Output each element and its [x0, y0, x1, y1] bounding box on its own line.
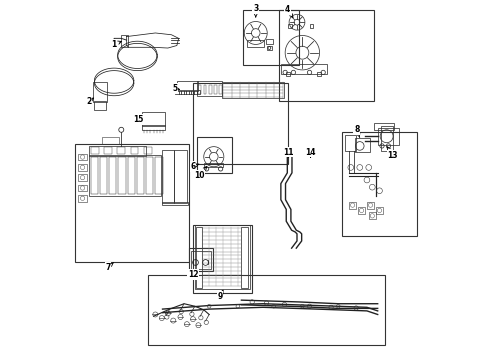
Text: 1: 1 — [111, 40, 122, 49]
Bar — [119, 157, 125, 194]
Bar — [345, 135, 356, 151]
Bar — [89, 145, 147, 156]
Bar — [349, 202, 356, 209]
Text: 6: 6 — [191, 162, 199, 171]
Bar — [281, 64, 327, 74]
Bar — [100, 157, 107, 194]
Bar — [155, 157, 163, 194]
Bar — [196, 137, 232, 173]
Text: 11: 11 — [283, 148, 294, 157]
Bar — [193, 83, 288, 164]
Bar — [195, 225, 250, 289]
Bar — [142, 112, 166, 126]
Bar — [204, 163, 223, 167]
Bar — [175, 90, 200, 94]
Text: 2: 2 — [86, 96, 94, 105]
Bar — [209, 85, 212, 94]
Bar — [78, 195, 87, 202]
Bar — [104, 147, 112, 154]
Bar — [89, 155, 161, 196]
Bar — [148, 275, 385, 345]
Bar — [342, 132, 417, 235]
Bar — [378, 128, 399, 145]
Text: 4: 4 — [285, 5, 293, 17]
Bar — [177, 81, 198, 91]
Text: 15: 15 — [133, 115, 143, 124]
Bar — [367, 202, 374, 209]
Bar — [196, 227, 202, 288]
Bar — [94, 101, 106, 110]
Bar — [162, 202, 188, 205]
Bar — [243, 10, 299, 65]
Bar — [368, 212, 376, 220]
Bar — [146, 157, 153, 194]
Bar — [78, 154, 87, 160]
Text: 9: 9 — [217, 290, 223, 301]
Bar — [376, 207, 383, 214]
Bar — [91, 147, 98, 154]
Bar — [242, 227, 248, 288]
Bar — [317, 72, 321, 76]
Bar — [78, 175, 87, 181]
Bar — [78, 185, 87, 191]
Bar — [267, 46, 272, 50]
Bar — [91, 157, 98, 194]
Text: 12: 12 — [188, 269, 198, 279]
Bar — [374, 123, 394, 130]
Bar — [117, 147, 125, 154]
Bar — [219, 85, 222, 94]
Bar — [355, 138, 370, 152]
Bar — [198, 85, 201, 94]
Bar — [190, 248, 213, 271]
Bar — [214, 85, 217, 94]
Bar — [203, 85, 206, 94]
Bar — [381, 126, 393, 150]
Bar — [279, 10, 374, 101]
Bar — [288, 24, 292, 28]
Bar — [109, 157, 117, 194]
Bar — [266, 40, 273, 44]
Bar — [93, 82, 107, 102]
Bar — [122, 35, 128, 47]
Bar — [74, 144, 190, 262]
Text: 7: 7 — [105, 262, 114, 272]
Bar — [221, 82, 285, 98]
Bar — [193, 225, 252, 293]
Text: 5: 5 — [172, 84, 179, 93]
Bar — [310, 24, 313, 28]
Bar — [196, 81, 221, 96]
Text: 8: 8 — [354, 125, 360, 138]
Bar — [128, 157, 135, 194]
Bar — [144, 147, 152, 154]
Text: 13: 13 — [387, 147, 398, 160]
Text: 10: 10 — [194, 167, 207, 180]
Bar — [358, 207, 365, 214]
Bar — [191, 251, 211, 269]
Bar — [78, 164, 87, 171]
Bar — [286, 72, 290, 76]
Text: 14: 14 — [305, 148, 316, 157]
Bar — [162, 149, 174, 203]
Bar — [137, 157, 144, 194]
Bar — [174, 149, 187, 203]
Bar — [131, 147, 139, 154]
Bar — [101, 137, 120, 144]
Text: 3: 3 — [253, 4, 258, 17]
Bar — [247, 40, 264, 46]
Bar — [142, 126, 166, 130]
